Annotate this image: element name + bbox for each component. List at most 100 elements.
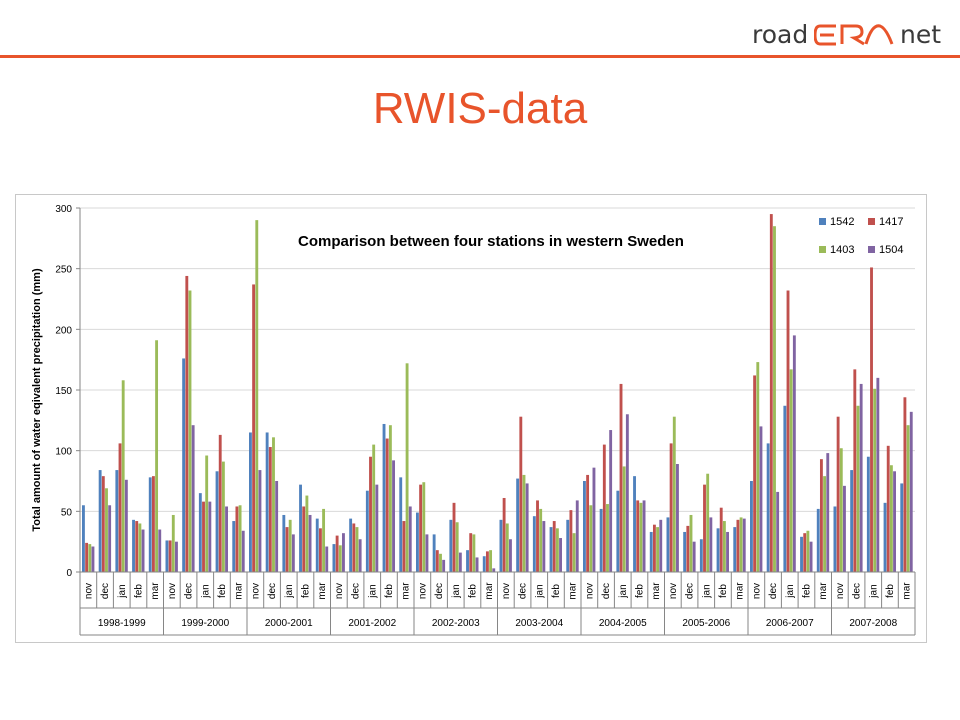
bar-1417 xyxy=(218,434,222,572)
x-month-label: jan xyxy=(868,584,879,598)
bar-1403 xyxy=(221,461,225,572)
bar-1417 xyxy=(853,369,857,572)
bar-1542 xyxy=(733,527,737,572)
bar-1504 xyxy=(241,530,245,572)
legend-swatch-1417 xyxy=(868,218,875,225)
bar-1504 xyxy=(709,517,713,572)
bar-1504 xyxy=(291,534,295,572)
bar-1542 xyxy=(82,505,85,572)
x-season-label: 2001-2002 xyxy=(348,618,396,629)
legend-swatch-1542 xyxy=(819,218,826,225)
bar-1504 xyxy=(659,519,663,572)
bar-1542 xyxy=(449,519,453,572)
bar-1403 xyxy=(422,482,426,572)
x-season-label: 2002-2003 xyxy=(432,618,480,629)
x-month-label: nov xyxy=(167,583,178,599)
bar-1403 xyxy=(305,495,309,572)
bar-1504 xyxy=(91,546,95,572)
bar-1403 xyxy=(489,550,493,572)
bar-1504 xyxy=(876,377,880,572)
bar-1417 xyxy=(669,443,673,572)
bar-1403 xyxy=(823,476,827,572)
x-month-label: nov xyxy=(751,583,762,599)
bar-1417 xyxy=(118,443,122,572)
bar-1542 xyxy=(532,516,536,572)
bar-1417 xyxy=(502,497,506,572)
bar-1504 xyxy=(575,500,579,572)
y-tick-label: 300 xyxy=(55,204,72,215)
bar-1504 xyxy=(759,426,763,572)
bar-1504 xyxy=(375,484,379,572)
road-era-net-logo: road net xyxy=(752,18,942,54)
bar-1417 xyxy=(202,501,205,572)
bar-1504 xyxy=(392,460,395,572)
bar-1403 xyxy=(121,380,125,572)
bar-1504 xyxy=(191,425,195,572)
bar-1417 xyxy=(636,500,640,572)
x-month-label: jan xyxy=(618,584,629,598)
x-month-label: dec xyxy=(768,583,779,599)
bar-1403 xyxy=(706,473,710,572)
bar-1417 xyxy=(569,510,573,572)
bar-1403 xyxy=(789,369,793,572)
bar-1542 xyxy=(232,521,236,572)
x-month-label: nov xyxy=(501,583,512,599)
bar-1403 xyxy=(205,455,209,572)
bar-1403 xyxy=(405,363,409,572)
bar-1504 xyxy=(442,559,446,572)
bar-1504 xyxy=(108,505,112,572)
bar-1403 xyxy=(338,545,342,572)
bar-1403 xyxy=(455,522,459,572)
bar-1417 xyxy=(870,267,873,572)
x-month-label: feb xyxy=(718,584,729,598)
x-month-label: feb xyxy=(300,584,311,598)
bar-1504 xyxy=(492,568,496,572)
bar-1542 xyxy=(833,506,837,572)
bar-1504 xyxy=(175,541,178,572)
bar-1542 xyxy=(198,493,202,572)
slide-title: RWIS-data xyxy=(372,84,588,133)
bar-1504 xyxy=(208,501,212,572)
bar-1417 xyxy=(819,459,823,572)
bar-1403 xyxy=(472,534,476,572)
bar-1403 xyxy=(873,388,877,572)
bar-1504 xyxy=(809,541,813,572)
x-month-label: dec xyxy=(601,583,612,599)
bar-1542 xyxy=(432,534,436,572)
x-season-label: 1998-1999 xyxy=(98,618,146,629)
bar-1504 xyxy=(609,430,613,572)
legend-label: 1542 xyxy=(830,216,854,228)
bar-1417 xyxy=(803,533,807,572)
bar-1542 xyxy=(816,508,820,572)
legend-swatch-1504 xyxy=(868,246,875,253)
x-month-label: feb xyxy=(133,584,144,598)
x-month-label: mar xyxy=(818,582,829,600)
bar-1417 xyxy=(268,447,272,572)
x-month-label: mar xyxy=(150,582,161,600)
x-month-label: jan xyxy=(785,584,796,598)
bar-1542 xyxy=(365,490,369,572)
y-tick-label: 50 xyxy=(61,507,73,518)
bar-1403 xyxy=(639,502,643,572)
bar-1504 xyxy=(258,470,262,572)
road-era-net-logo-mark xyxy=(814,24,894,46)
x-month-label: mar xyxy=(401,582,412,600)
bar-1403 xyxy=(572,533,576,572)
bar-1417 xyxy=(352,523,356,572)
bar-1542 xyxy=(716,528,720,572)
bar-1542 xyxy=(332,544,336,572)
bar-1417 xyxy=(536,500,539,572)
bar-1542 xyxy=(599,508,603,572)
x-month-label: mar xyxy=(902,582,913,600)
bar-1403 xyxy=(622,466,626,572)
bar-1504 xyxy=(124,479,128,572)
bar-1417 xyxy=(652,524,656,572)
bar-1403 xyxy=(238,505,242,572)
x-month-label: dec xyxy=(685,583,696,599)
bar-1417 xyxy=(318,528,322,572)
bar-1542 xyxy=(282,514,286,572)
bar-1417 xyxy=(252,284,256,572)
bar-1403 xyxy=(656,527,660,572)
bar-1542 xyxy=(482,556,486,572)
legend-swatch-1403 xyxy=(819,246,826,253)
